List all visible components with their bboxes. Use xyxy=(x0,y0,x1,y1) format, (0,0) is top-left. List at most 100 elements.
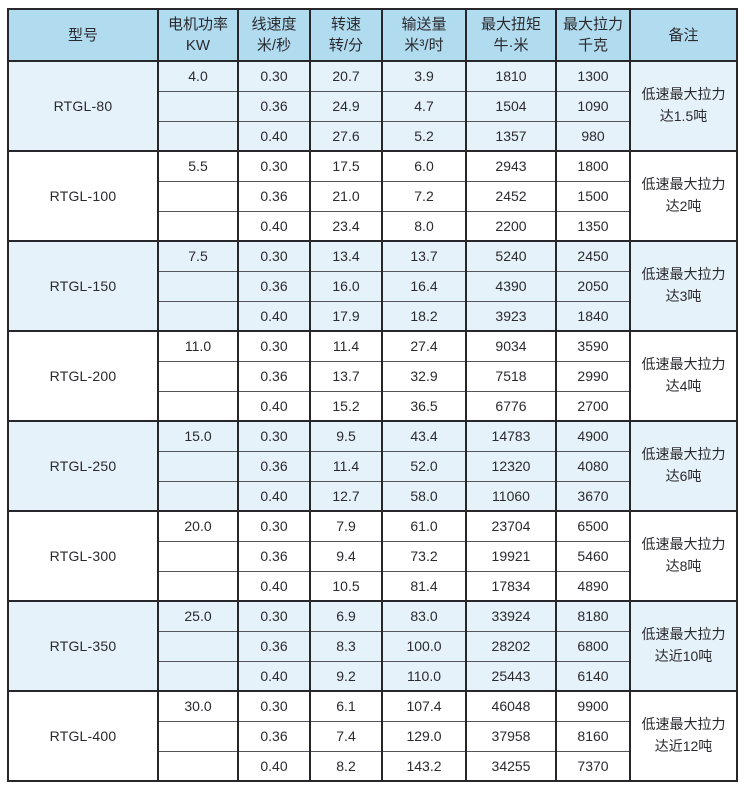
torque-cell: 34255 xyxy=(465,750,557,782)
rpm-cell: 13.4 xyxy=(309,240,383,272)
pull-cell: 1090 xyxy=(555,90,631,122)
torque-cell: 33924 xyxy=(465,600,557,632)
capacity-cell: 27.4 xyxy=(381,330,467,362)
spec-row: RTGL-80 4.0 0.30 20.7 3.9 1810 1300 低速最大… xyxy=(7,60,738,152)
capacity-cell: 6.0 xyxy=(381,150,467,182)
capacity-cell: 107.4 xyxy=(381,690,467,722)
header-label: 最大扭矩 xyxy=(480,16,541,33)
capacity-cell: 8.0 xyxy=(381,210,467,242)
power-cell xyxy=(157,210,239,242)
spec-row: RTGL-350 25.0 0.30 6.9 83.0 33924 8180 低… xyxy=(7,600,738,692)
rpm-cell: 11.4 xyxy=(309,330,383,362)
speed-cell: 0.30 xyxy=(237,420,311,452)
remark-line: 低速最大拉力 xyxy=(641,446,726,463)
rpm-cell: 21.0 xyxy=(309,180,383,212)
pull-cell: 4890 xyxy=(555,570,631,602)
power-cell: 15.0 xyxy=(157,420,239,452)
header-label: 备注 xyxy=(668,26,699,44)
speed-cell: 0.40 xyxy=(237,210,311,242)
remark-line: 达6吨 xyxy=(665,468,702,484)
power-cell xyxy=(157,450,239,482)
torque-cell: 2200 xyxy=(465,210,557,242)
model-block-rtgl-250: RTGL-250 15.0 0.30 9.5 43.4 14783 4900 低… xyxy=(7,420,738,512)
rpm-cell: 17.5 xyxy=(309,150,383,182)
capacity-cell: 16.4 xyxy=(381,270,467,302)
remark-line: 达1.5吨 xyxy=(659,108,708,124)
rpm-cell: 11.4 xyxy=(309,450,383,482)
header-label: 电机功率 xyxy=(167,16,228,33)
capacity-cell: 61.0 xyxy=(381,510,467,542)
capacity-cell: 43.4 xyxy=(381,420,467,452)
torque-cell: 1357 xyxy=(465,120,557,152)
power-cell xyxy=(157,540,239,572)
capacity-cell: 110.0 xyxy=(381,660,467,692)
pull-cell: 5460 xyxy=(555,540,631,572)
pull-cell: 3670 xyxy=(555,480,631,512)
header-unit: 米³/时 xyxy=(404,37,444,54)
header-label: 最大拉力 xyxy=(562,16,623,33)
remark-line: 低速最大拉力 xyxy=(641,716,726,733)
spec-row: RTGL-150 7.5 0.30 13.4 13.7 5240 2450 低速… xyxy=(7,240,738,332)
torque-cell: 25443 xyxy=(465,660,557,692)
capacity-cell: 18.2 xyxy=(381,300,467,332)
model-name: RTGL-250 xyxy=(7,420,159,512)
spec-row: 0.40 12.7 58.0 11060 3670 xyxy=(8,480,737,512)
col-header-pull: 最大拉力 千克 xyxy=(555,8,631,62)
pull-cell: 7370 xyxy=(555,750,631,782)
speed-cell: 0.40 xyxy=(237,480,311,512)
speed-cell: 0.30 xyxy=(237,240,311,272)
model-name: RTGL-80 xyxy=(7,60,159,152)
model-block-rtgl-350: RTGL-350 25.0 0.30 6.9 83.0 33924 8180 低… xyxy=(7,600,738,692)
torque-cell: 37958 xyxy=(465,720,557,752)
power-cell xyxy=(157,360,239,392)
rpm-cell: 6.9 xyxy=(309,600,383,632)
speed-cell: 0.40 xyxy=(237,120,311,152)
pull-cell: 6140 xyxy=(555,660,631,692)
power-cell xyxy=(157,180,239,212)
pull-cell: 1350 xyxy=(555,210,631,242)
torque-cell: 19921 xyxy=(465,540,557,572)
spec-row: 0.40 10.5 81.4 17834 4890 xyxy=(8,570,737,602)
col-header-capacity: 输送量 米³/时 xyxy=(381,8,467,62)
speed-cell: 0.36 xyxy=(237,720,311,752)
speed-cell: 0.30 xyxy=(237,150,311,182)
pull-cell: 9900 xyxy=(555,690,631,722)
capacity-cell: 36.5 xyxy=(381,390,467,422)
remark-cell: 低速最大拉力 达1.5吨 xyxy=(629,60,738,152)
speed-cell: 0.40 xyxy=(237,660,311,692)
header-unit: 千克 xyxy=(577,37,608,54)
capacity-cell: 81.4 xyxy=(381,570,467,602)
capacity-cell: 58.0 xyxy=(381,480,467,512)
col-header-remark: 备注 xyxy=(629,8,738,62)
model-name: RTGL-300 xyxy=(7,510,159,602)
torque-cell: 14783 xyxy=(465,420,557,452)
pull-cell: 2990 xyxy=(555,360,631,392)
power-cell xyxy=(157,120,239,152)
spec-row: 0.40 23.4 8.0 2200 1350 xyxy=(8,210,737,242)
capacity-cell: 73.2 xyxy=(381,540,467,572)
pull-cell: 1500 xyxy=(555,180,631,212)
remark-line: 低速最大拉力 xyxy=(641,266,726,283)
model-name: RTGL-350 xyxy=(7,600,159,692)
header-label: 转速 xyxy=(330,16,361,33)
remark-line: 达近10吨 xyxy=(654,648,713,664)
remark-line: 低速最大拉力 xyxy=(641,626,726,643)
capacity-cell: 7.2 xyxy=(381,180,467,212)
power-cell xyxy=(157,480,239,512)
power-cell: 30.0 xyxy=(157,690,239,722)
rpm-cell: 8.2 xyxy=(309,750,383,782)
spec-row: 0.40 15.2 36.5 6776 2700 xyxy=(8,390,737,422)
rpm-cell: 10.5 xyxy=(309,570,383,602)
pull-cell: 4080 xyxy=(555,450,631,482)
rpm-cell: 15.2 xyxy=(309,390,383,422)
rpm-cell: 7.9 xyxy=(309,510,383,542)
speed-cell: 0.36 xyxy=(237,90,311,122)
rpm-cell: 27.6 xyxy=(309,120,383,152)
model-name: RTGL-400 xyxy=(7,690,159,782)
remark-cell: 低速最大拉力 达近10吨 xyxy=(629,600,738,692)
remark-line: 低速最大拉力 xyxy=(641,356,726,373)
torque-cell: 9034 xyxy=(465,330,557,362)
pull-cell: 980 xyxy=(555,120,631,152)
pull-cell: 1300 xyxy=(555,60,631,92)
spec-row: RTGL-200 11.0 0.30 11.4 27.4 9034 3590 低… xyxy=(7,330,738,422)
